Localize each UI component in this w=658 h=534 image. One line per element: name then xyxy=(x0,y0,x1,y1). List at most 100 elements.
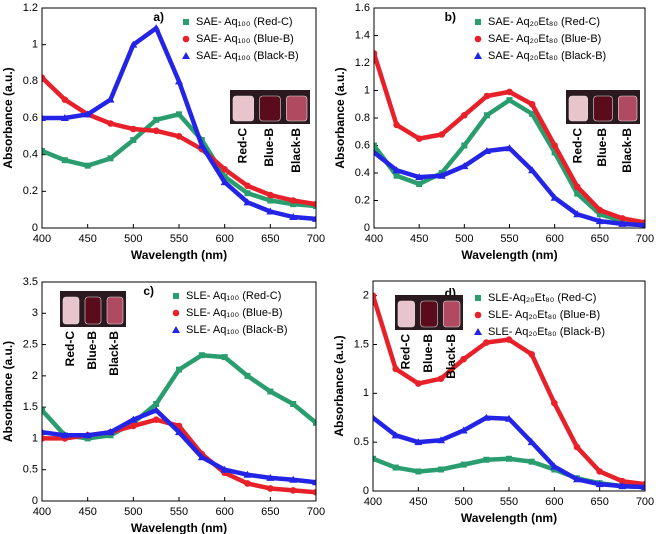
marker xyxy=(244,372,251,379)
marker xyxy=(482,147,491,154)
marker xyxy=(528,458,535,465)
marker xyxy=(289,475,298,483)
marker xyxy=(290,201,297,208)
marker xyxy=(550,462,559,470)
marker xyxy=(460,355,467,363)
plot-frame xyxy=(41,7,317,229)
x-tick-label: 600 xyxy=(215,506,233,518)
inset-label: Black-B xyxy=(107,331,121,376)
marker xyxy=(175,77,183,85)
marker xyxy=(42,407,45,414)
inset-label: Red-C xyxy=(236,128,250,164)
marker xyxy=(474,311,482,319)
marker xyxy=(437,436,445,444)
legend-label: SAE- Aq₂₀Et₈₀ (Blue-B) xyxy=(488,33,601,45)
marker xyxy=(505,414,513,422)
marker xyxy=(220,465,229,473)
marker xyxy=(313,419,316,426)
marker xyxy=(182,52,190,59)
legend-label: SLE- Aq₁₀₀ (Black-B) xyxy=(186,324,287,336)
marker xyxy=(129,415,138,423)
legend-label: SAE- Aq₂₀Et₈₀ (Black-B) xyxy=(488,50,606,62)
marker xyxy=(415,468,422,475)
x-tick-label: 400 xyxy=(365,233,383,245)
y-tick-label: 2 xyxy=(32,370,38,382)
plot xyxy=(373,292,645,491)
vial xyxy=(593,95,613,122)
marker xyxy=(60,431,69,439)
marker xyxy=(641,221,645,228)
marker xyxy=(129,40,138,48)
marker xyxy=(415,173,424,181)
legend-label: SLE- Aq₁₀₀ (Blue-B) xyxy=(186,307,283,319)
marker xyxy=(506,455,512,462)
marker xyxy=(289,213,298,220)
vial xyxy=(259,95,281,122)
legend-label: SAE- Aq₁₀₀ (Black-B) xyxy=(196,50,299,62)
vial xyxy=(232,95,254,122)
x-tick-label: 600 xyxy=(215,233,233,245)
marker xyxy=(42,114,46,121)
marker xyxy=(573,210,582,218)
vial xyxy=(286,95,308,122)
x-tick-label: 550 xyxy=(170,233,188,245)
marker xyxy=(619,215,626,222)
marker xyxy=(374,142,377,149)
vial xyxy=(106,296,124,325)
marker xyxy=(595,217,604,225)
x-axis-title: Wavelength (nm) xyxy=(461,248,557,262)
marker xyxy=(483,112,490,119)
marker xyxy=(475,295,481,301)
y-tick-label: 1 xyxy=(32,432,38,444)
marker xyxy=(61,96,69,103)
marker xyxy=(173,293,179,299)
marker xyxy=(130,422,137,430)
y-tick-label: 0.6 xyxy=(355,139,370,151)
x-tick-label: 650 xyxy=(590,496,608,508)
plot xyxy=(374,50,645,228)
x-axis-title: Wavelength (nm) xyxy=(131,248,227,262)
plot xyxy=(42,352,316,496)
y-tick-label: 0.8 xyxy=(355,112,370,124)
x-tick-label: 700 xyxy=(307,233,325,245)
marker xyxy=(460,162,469,170)
marker xyxy=(152,24,161,32)
marker xyxy=(415,380,422,387)
y-tick-label: 1 xyxy=(32,39,38,51)
marker xyxy=(243,198,252,206)
marker xyxy=(152,416,160,423)
marker xyxy=(573,183,581,191)
marker xyxy=(573,443,581,451)
marker xyxy=(474,328,482,335)
marker xyxy=(459,426,468,434)
marker xyxy=(107,120,114,127)
vial xyxy=(397,300,415,328)
inset-label: Red-C xyxy=(63,331,77,367)
marker xyxy=(391,431,400,439)
marker xyxy=(42,428,46,436)
legend-label: SLE-Aq₂₀Et₈₀ (Red-C) xyxy=(488,292,596,304)
marker xyxy=(373,413,377,421)
marker xyxy=(595,480,604,488)
x-tick-label: 650 xyxy=(261,506,279,518)
marker xyxy=(392,464,399,471)
y-tick-label: 0 xyxy=(364,222,370,234)
marker xyxy=(175,133,183,140)
marker xyxy=(374,148,378,156)
marker xyxy=(172,326,180,333)
marker xyxy=(42,148,45,154)
marker xyxy=(244,480,251,487)
marker xyxy=(198,352,205,359)
marker xyxy=(437,171,446,179)
marker xyxy=(312,488,316,496)
marker xyxy=(416,181,423,187)
inset-label: Black-B xyxy=(289,128,303,173)
x-tick-label: 450 xyxy=(410,233,428,245)
marker xyxy=(641,483,645,491)
y-tick-label: 0.6 xyxy=(23,112,38,124)
y-tick-label: 1 xyxy=(363,387,369,399)
marker xyxy=(267,191,274,199)
inset-label: Black-B xyxy=(620,128,634,173)
x-tick-label: 500 xyxy=(124,233,142,245)
